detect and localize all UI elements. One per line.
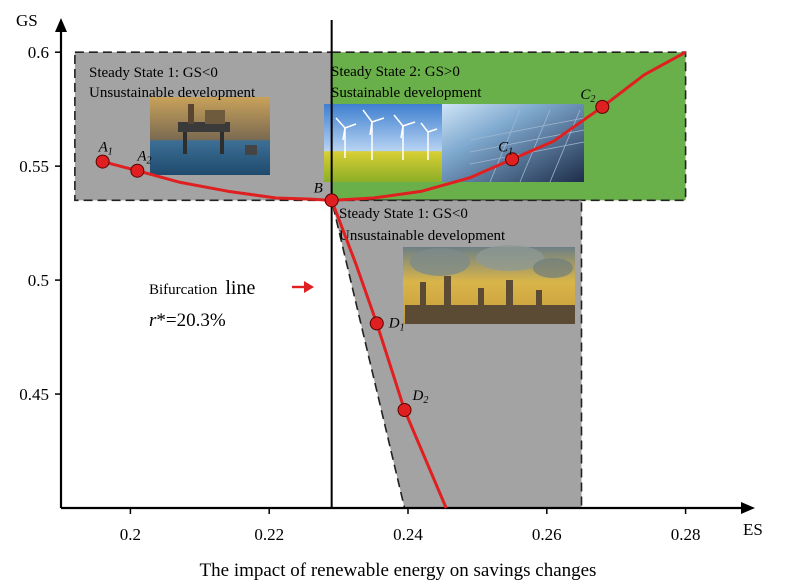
point-label-d2: D2 <box>412 388 429 406</box>
point-label-d1: D1 <box>388 315 405 333</box>
point-label-b: B <box>314 180 323 196</box>
point-b <box>324 193 339 208</box>
bifurcation-label: Bifurcation line <box>149 277 255 299</box>
point-label-a2: A2 <box>136 149 151 167</box>
x-tick-label: 0.26 <box>532 525 562 544</box>
solar-panel-photo <box>442 104 585 183</box>
x-tick-label: 0.24 <box>393 525 423 544</box>
bifurcation-arrow <box>292 281 314 293</box>
region-left-title: Steady State 1: GS<0 <box>89 65 218 81</box>
region-left-subtitle: Unsustainable development <box>89 85 256 101</box>
oil-platform-photo <box>150 97 270 175</box>
y-tick-label: 0.5 <box>28 271 49 290</box>
point-label-c2: C2 <box>580 87 595 105</box>
region-lower-title: Steady State 1: GS<0 <box>339 206 468 222</box>
point-a1 <box>95 154 110 169</box>
point-c1 <box>505 152 520 167</box>
x-tick-label: 0.2 <box>120 525 141 544</box>
point-d1 <box>369 316 384 331</box>
y-tick-label: 0.45 <box>19 385 49 404</box>
factory-smoke-photo <box>403 245 575 324</box>
x-tick-label: 0.22 <box>254 525 284 544</box>
y-axis-arrow <box>55 18 67 32</box>
figure-caption: The impact of renewable energy on saving… <box>200 560 597 581</box>
region-right-title: Steady State 2: GS>0 <box>331 64 460 80</box>
y-axis-label: GS <box>16 11 38 30</box>
region-right-subtitle: Sustainable development <box>331 85 482 101</box>
point-label-c1: C1 <box>498 139 513 157</box>
point-label-a1: A1 <box>98 140 113 158</box>
x-tick-label: 0.28 <box>671 525 701 544</box>
point-a2 <box>130 163 145 178</box>
region-lower-subtitle: Unsustainable development <box>339 228 506 244</box>
r-star-label: r*=20.3% <box>149 310 226 331</box>
y-tick-label: 0.6 <box>28 43 49 62</box>
x-axis-arrow <box>741 502 755 514</box>
wind-turbines-photo <box>324 104 442 182</box>
y-tick-label: 0.55 <box>19 157 49 176</box>
region-unsustainable-lower <box>330 199 583 509</box>
x-axis-label: ES <box>743 520 763 539</box>
point-d2 <box>397 403 412 417</box>
point-c2 <box>595 99 610 114</box>
